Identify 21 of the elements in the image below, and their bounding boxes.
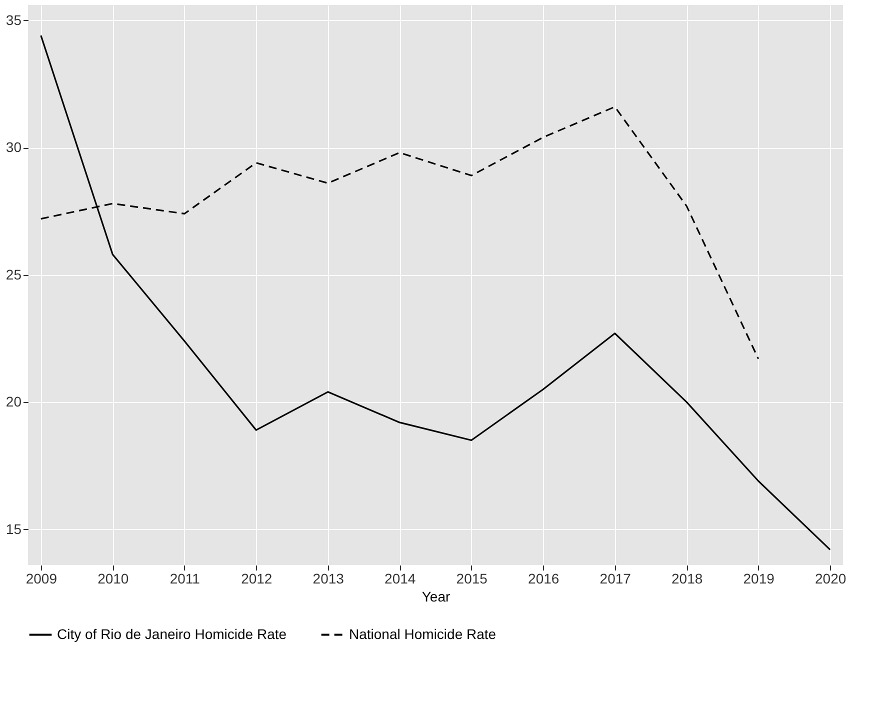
- legend-label: National Homicide Rate: [349, 626, 496, 642]
- x-tick-label: 2011: [170, 570, 200, 586]
- legend-label: City of Rio de Janeiro Homicide Rate: [57, 626, 287, 642]
- x-tick-label: 2009: [26, 570, 58, 586]
- y-tick-label: 35: [6, 12, 22, 28]
- x-tick-label: 2014: [384, 570, 416, 586]
- y-tick-label: 30: [6, 139, 22, 156]
- line-series: [40, 34, 831, 551]
- x-axis-title: Year: [422, 588, 450, 604]
- x-tick-label: 2010: [98, 570, 129, 586]
- x-tick-label: 2018: [672, 570, 703, 586]
- x-tick-label: 2012: [241, 570, 272, 586]
- x-tick-label: 2016: [528, 570, 560, 586]
- x-tick-label: 2017: [600, 570, 632, 586]
- x-tick-label: 2019: [743, 570, 775, 586]
- y-tick-label: 20: [6, 394, 22, 410]
- x-tick-label: 2020: [815, 570, 846, 586]
- x-tick-label: 2013: [312, 570, 344, 586]
- y-tick-label: 25: [6, 266, 22, 282]
- y-tick-label: 15: [6, 520, 22, 537]
- x-tick-label: 2015: [456, 570, 488, 586]
